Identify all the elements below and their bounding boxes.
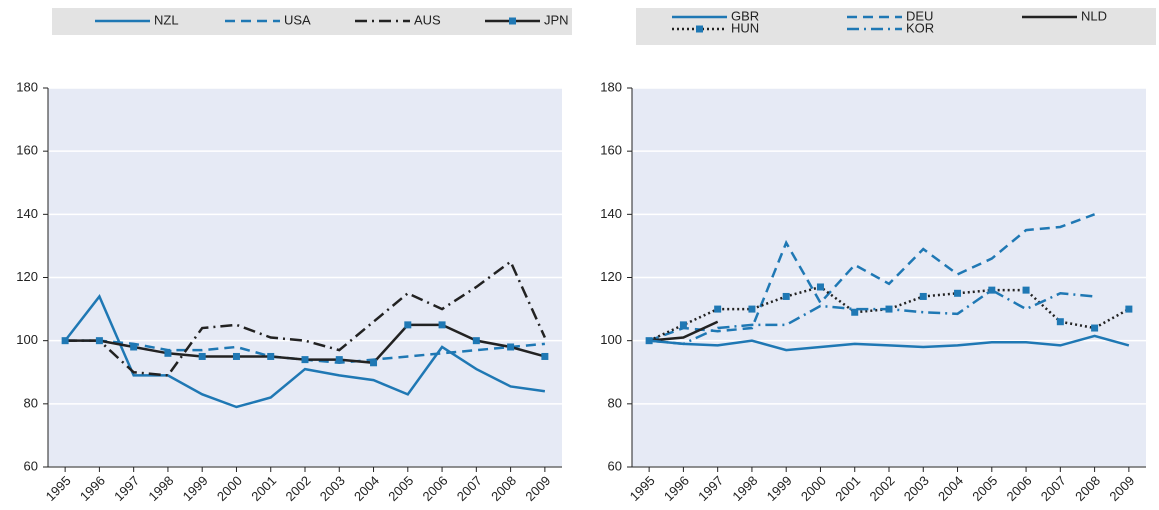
y-tick-label: 140: [600, 206, 622, 221]
x-tick-label: 2001: [248, 473, 279, 504]
y-tick-label: 80: [24, 395, 38, 410]
series-line: [648, 213, 1096, 342]
legend-label: USA: [284, 12, 311, 27]
marker: [198, 352, 206, 360]
y-tick-label: 100: [16, 332, 38, 347]
x-tick-label: 1996: [661, 473, 692, 504]
marker: [130, 343, 138, 351]
legend-label: HUN: [731, 20, 759, 35]
marker: [1056, 318, 1064, 326]
marker: [1125, 305, 1133, 313]
y-tick-label: 60: [608, 458, 622, 473]
marker: [232, 352, 240, 360]
x-tick-label: 2006: [420, 473, 451, 504]
marker: [472, 337, 480, 345]
series-line: [64, 294, 546, 409]
marker: [541, 352, 549, 360]
marker: [851, 308, 859, 316]
x-tick-label: 2003: [317, 473, 348, 504]
series-line: [649, 288, 1095, 346]
marker: [301, 356, 309, 364]
marker: [748, 305, 756, 313]
x-tick-label: 2000: [798, 473, 829, 504]
series-line: [649, 320, 719, 342]
legend-label: KOR: [906, 20, 934, 35]
x-tick-label: 2008: [1072, 473, 1103, 504]
x-tick-label: 1998: [145, 473, 176, 504]
x-tick-label: 2002: [282, 473, 313, 504]
legend-label: AUS: [414, 12, 441, 27]
marker: [679, 321, 687, 329]
marker: [714, 305, 722, 313]
x-tick-label: 1998: [729, 473, 760, 504]
legend-marker: [696, 25, 703, 33]
y-tick-label: 120: [16, 269, 38, 284]
x-tick-label: 2006: [1004, 473, 1035, 504]
marker: [95, 337, 103, 345]
marker: [335, 356, 343, 364]
legend-label: GBR: [731, 8, 759, 23]
x-tick-label: 1995: [43, 473, 74, 504]
marker: [1022, 286, 1030, 294]
legend-label: NZL: [154, 12, 179, 27]
x-tick-label: 2003: [901, 473, 932, 504]
x-tick-label: 2005: [385, 473, 416, 504]
x-tick-label: 1995: [627, 473, 658, 504]
marker: [438, 321, 446, 329]
x-tick-label: 1999: [764, 473, 795, 504]
x-tick-label: 2002: [866, 473, 897, 504]
legend-label: DEU: [906, 8, 933, 23]
y-tick-label: 180: [600, 79, 622, 94]
x-tick-label: 2005: [969, 473, 1000, 504]
marker: [164, 349, 172, 357]
x-tick-label: 1996: [77, 473, 108, 504]
legend-marker: [509, 17, 516, 25]
x-tick-label: 1997: [111, 473, 142, 504]
x-tick-label: 1999: [180, 473, 211, 504]
x-tick-label: 2009: [1106, 473, 1137, 504]
marker: [507, 343, 515, 351]
x-tick-label: 2007: [454, 473, 485, 504]
series-line: [649, 334, 1130, 352]
y-tick-label: 180: [16, 79, 38, 94]
marker: [61, 337, 69, 345]
x-tick-label: 2004: [351, 473, 382, 504]
x-tick-label: 2007: [1038, 473, 1069, 504]
y-tick-label: 160: [600, 143, 622, 158]
marker: [370, 359, 378, 367]
y-tick-label: 60: [24, 458, 38, 473]
marker: [816, 283, 824, 291]
x-tick-label: 2008: [488, 473, 519, 504]
y-tick-label: 160: [16, 143, 38, 158]
x-tick-label: 2004: [935, 473, 966, 504]
y-tick-label: 120: [600, 269, 622, 284]
y-tick-label: 140: [16, 206, 38, 221]
x-tick-label: 1997: [695, 473, 726, 504]
y-tick-label: 80: [608, 395, 622, 410]
y-tick-label: 100: [600, 332, 622, 347]
marker: [954, 289, 962, 297]
x-tick-label: 2000: [214, 473, 245, 504]
marker: [1091, 324, 1099, 332]
x-tick-label: 2009: [522, 473, 553, 504]
marker: [267, 352, 275, 360]
legend-label: NLD: [1081, 8, 1107, 23]
marker: [919, 292, 927, 300]
marker: [988, 286, 996, 294]
marker: [782, 292, 790, 300]
x-tick-label: 2001: [832, 473, 863, 504]
legend-box: [636, 8, 1156, 45]
legend-label: JPN: [544, 12, 569, 27]
marker: [404, 321, 412, 329]
series-line: [648, 285, 1130, 342]
